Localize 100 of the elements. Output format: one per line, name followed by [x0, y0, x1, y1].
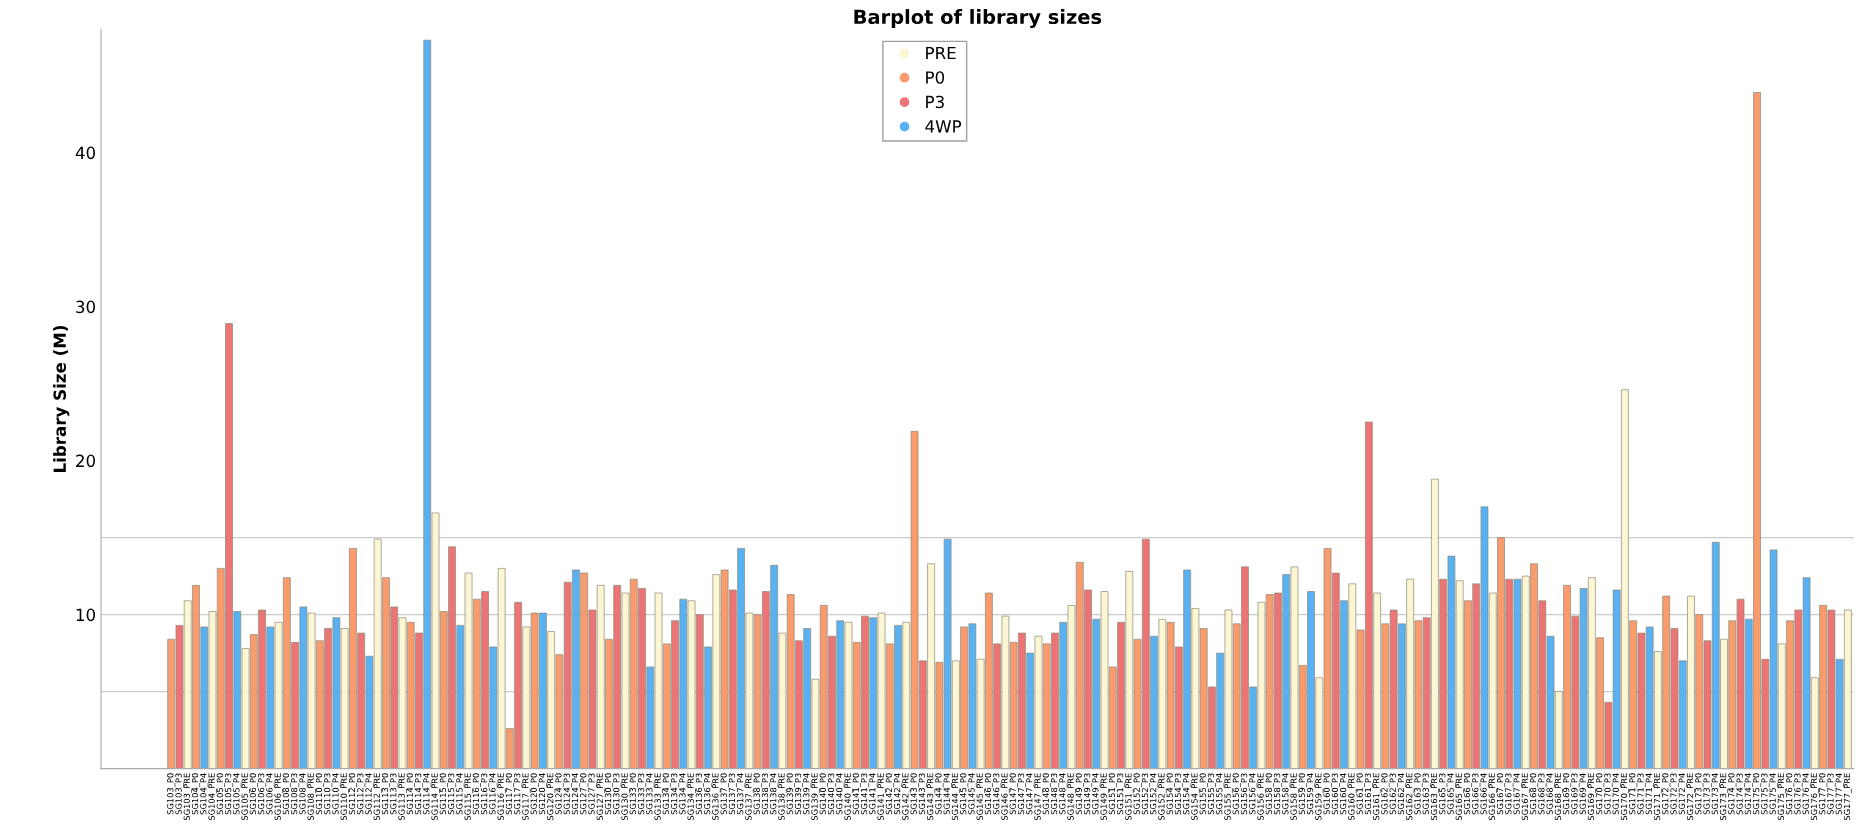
x-tick-label: SG158_P3	[1273, 773, 1283, 815]
x-tick-label: SG103_P3	[175, 773, 184, 815]
x-tick-label: SG147_P4	[1026, 773, 1035, 815]
x-tick-label: SG108_P4	[299, 773, 308, 815]
x-tick-label: SG149_P3	[1083, 773, 1093, 815]
x-tick-label: SG156_PRE	[1257, 773, 1266, 821]
x-tick-label: SG124_P3	[563, 773, 572, 815]
x-tick-label: SG115_PRE	[464, 773, 473, 821]
x-tick-label: SG137_P3	[728, 773, 737, 815]
x-tick-label: SG143_P0	[910, 773, 919, 815]
x-tick-label: SG133_P4	[646, 773, 655, 815]
x-tick-label: SG172_PRE	[1686, 773, 1696, 821]
x-tick-label: SG169_PRE	[1587, 773, 1596, 821]
x-tick-label: SG127_P0	[580, 773, 589, 815]
x-tick-label: SG169_P4	[1579, 773, 1588, 815]
x-tick-label: SG154_PRE	[1191, 773, 1200, 821]
y-tick-label: 10	[76, 608, 96, 622]
x-tick-label: SG168_PRE	[1554, 773, 1563, 821]
x-tick-label: SG134_P4	[679, 773, 688, 815]
x-tick-label: SG117_PRE	[522, 773, 531, 821]
x-tick-label: SG162_P4	[1397, 773, 1406, 815]
x-tick-label: SG113_PRE	[398, 773, 407, 821]
x-tick-label: SG138_P3	[761, 773, 770, 815]
x-tick-label: SG116_P4	[489, 773, 498, 815]
x-tick-label: SG177_P0	[1819, 773, 1828, 815]
x-tick-label: SG104_P0	[191, 773, 201, 815]
x-tick-label: SG127_PRE	[596, 773, 605, 821]
x-tick-label: SG134_P3	[670, 773, 680, 815]
x-tick-label: SG140_PRE	[844, 773, 853, 821]
chart-title: Barplot of library sizes	[854, 9, 1102, 29]
x-tick-label: SG140_P0	[819, 773, 828, 815]
x-tick-label: SG152_P0	[1133, 773, 1142, 815]
x-tick-label: SG141_P4	[869, 773, 878, 815]
x-tick-label: SG168_P3	[1538, 773, 1547, 815]
x-tick-label: SG149_P4	[1092, 773, 1101, 815]
x-tick-label: SG148_PRE	[1067, 773, 1076, 821]
x-tick-label: SG176_P3	[1794, 773, 1803, 815]
x-tick-label: SG174_P3	[1736, 773, 1745, 815]
x-tick-label: SG106_PRE	[274, 773, 283, 821]
x-tick-label: SG162_PRE	[1406, 773, 1415, 821]
x-tick-label: SG152_PRE	[1158, 773, 1167, 821]
x-tick-label: SG136_P3	[695, 773, 704, 815]
x-tick-label: SG160_P4	[1339, 773, 1349, 815]
x-tick-label: SG172_P0	[1662, 773, 1671, 815]
x-tick-label: SG140_P3	[827, 773, 837, 815]
x-tick-label: SG106_P3	[257, 773, 267, 815]
y-axis-title: Library Size (M)	[53, 325, 70, 472]
x-tick-label: SG108_PRE	[307, 773, 316, 821]
x-tick-label: SG167_P0	[1496, 773, 1506, 815]
x-tick-label: SG148_P3	[1050, 773, 1060, 815]
legend-label: PRE	[926, 46, 956, 60]
x-tick-label: SG145_P0	[960, 773, 969, 815]
x-tick-label: SG156_P0	[1232, 773, 1241, 815]
x-tick-label: SG103_PRE	[183, 773, 192, 821]
x-tick-label: SG104_P4	[200, 773, 209, 815]
x-tick-label: SG138_P0	[753, 773, 762, 815]
x-tick-label: SG154_P3	[1174, 773, 1183, 815]
x-tick-label: SG169_P0	[1563, 773, 1572, 815]
x-tick-label: SG139_P0	[786, 773, 795, 815]
x-tick-label: SG158_PRE	[1290, 773, 1299, 821]
x-tick-label: SG147_P3	[1017, 773, 1027, 815]
y-tick-label: 20	[76, 454, 96, 468]
x-tick-label: SG115_P0	[439, 773, 448, 815]
x-tick-label: SG176_P4	[1802, 773, 1811, 815]
x-tick-label: SG114_PRE	[431, 773, 440, 821]
x-tick-label: SG170_P4	[1612, 773, 1621, 815]
x-tick-label: SG152_P3	[1141, 773, 1150, 815]
x-tick-label: SG144_P0	[935, 773, 944, 815]
x-tick-label: SG133_P0	[629, 773, 638, 815]
x-tick-label: SG124_P0	[555, 773, 564, 815]
x-tick-label: SG120_P4	[538, 773, 547, 815]
x-tick-label: SG139_P4	[803, 773, 812, 815]
x-tick-label: SG116_P3	[481, 773, 490, 815]
x-tick-label: SG139_P3	[794, 773, 804, 815]
x-tick-label: SG144_P4	[943, 773, 952, 815]
x-tick-label: SG134_P0	[662, 773, 671, 815]
x-tick-label: SG115_P4	[456, 773, 465, 815]
x-tick-label: SG171_P0	[1629, 773, 1638, 815]
x-tick-label: SG127_P3	[588, 773, 597, 815]
x-tick-label: SG106_P0	[249, 773, 258, 815]
x-tick-label: SG155_PRE	[1224, 773, 1233, 821]
x-tick-label: SG166_P3	[1472, 773, 1481, 815]
x-tick-label: SG156_P4	[1249, 773, 1258, 815]
x-tick-label: SG103_P0	[167, 773, 176, 815]
x-tick-label: SG143_P3	[918, 773, 927, 815]
x-tick-label: SG114_P0	[406, 773, 415, 815]
x-tick-label: SG159_P4	[1306, 773, 1316, 815]
x-tick-label: SG171_P3	[1637, 773, 1646, 815]
x-tick-label: SG155_P4	[1216, 773, 1225, 815]
x-tick-label: SG113_P0	[381, 773, 391, 815]
x-tick-label: SG163_P0	[1414, 773, 1423, 815]
x-tick-label: SG162_P3	[1389, 773, 1398, 815]
x-tick-label: SG110_P0	[315, 773, 324, 815]
x-tick-label: SG172_P4	[1678, 773, 1687, 815]
x-tick-label: SG171_PRE	[1653, 773, 1663, 821]
x-tick-label: SG108_P0	[282, 773, 291, 815]
x-tick-label: SG137_P0	[720, 773, 729, 815]
x-tick-label: SG158_P4	[1282, 773, 1291, 815]
x-tick-label: SG151_PRE	[1125, 773, 1134, 821]
legend-label: P0	[926, 71, 945, 84]
